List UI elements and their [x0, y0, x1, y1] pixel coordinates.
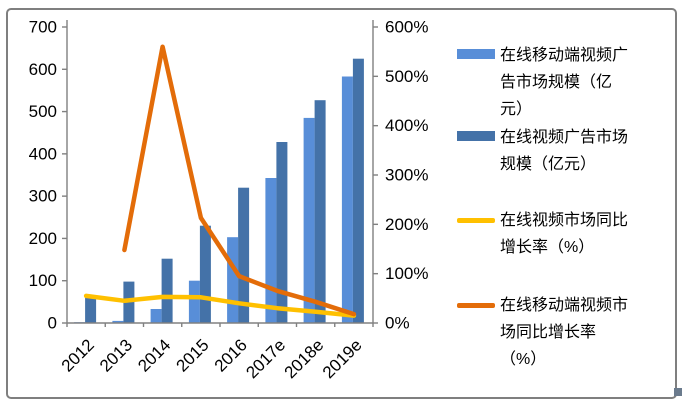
- legend-item-mobile-video-ad-market: 在线移动端视频广告市场规模（亿元）: [450, 42, 672, 123]
- legend-swatch-dark-blue-bar: [457, 131, 495, 141]
- legend-label: 在线移动端视频广告市场规模（亿元）: [500, 47, 629, 118]
- bar: [199, 225, 211, 323]
- y-left-tick-label: 700: [29, 18, 57, 37]
- x-tick-label: 2018e: [281, 335, 328, 382]
- bar: [341, 76, 353, 323]
- bar: [303, 117, 315, 324]
- y-left-tick-label: 600: [29, 60, 57, 79]
- legend-label: 在线移动端视频市场同比增长率（%）: [500, 297, 629, 368]
- bar: [314, 100, 326, 323]
- x-tick-label: 2012: [58, 335, 98, 375]
- bar: [85, 295, 97, 323]
- x-tick-label: 2014: [134, 335, 174, 375]
- y-left-tick-label: 500: [29, 102, 57, 121]
- y-right-tick-label: 400%: [385, 116, 428, 135]
- bar: [161, 258, 173, 323]
- legend-item-online-video-ad-market: 在线视频广告市场规模（亿元）: [450, 124, 672, 178]
- legend-item-online-video-growth-rate: 在线视频市场同比增长率（%）: [450, 207, 672, 261]
- bar: [112, 320, 124, 323]
- y-right-tick-label: 100%: [385, 264, 428, 283]
- x-tick-label: 2013: [96, 335, 136, 375]
- legend-swatch-orange-line: [457, 303, 495, 308]
- bar: [188, 280, 200, 323]
- bar: [238, 187, 250, 323]
- y-right-tick-label: 0%: [385, 314, 410, 333]
- y-right-tick-label: 300%: [385, 166, 428, 185]
- line-series-1: [122, 44, 357, 317]
- y-left-tick-label: 300: [29, 187, 57, 206]
- y-right-tick-label: 600%: [385, 18, 428, 37]
- chart-plot-area: 0 100 200 300 400 500 600 700 0% 100% 200% 300% 400%…: [29, 18, 429, 383]
- y-left-tick-label: 200: [29, 229, 57, 248]
- chart-legend: 在线移动端视频广告市场规模（亿元） 在线视频广告市场规模（亿元） 在线视频市场同…: [450, 0, 678, 410]
- bar: [150, 309, 162, 323]
- right-axis-labels: 0% 100% 200% 300% 400% 500% 600%: [385, 18, 428, 333]
- legend-swatch-light-blue-bar: [457, 49, 495, 59]
- legend-label: 在线视频市场同比增长率（%）: [500, 212, 629, 256]
- watermark-fragment: [674, 388, 682, 396]
- bar: [352, 58, 364, 323]
- bar: [265, 178, 277, 323]
- legend-swatch-yellow-line: [457, 218, 495, 223]
- bar: [276, 142, 288, 323]
- y-left-tick-label: 100: [29, 271, 57, 290]
- x-tick-label: 2019e: [319, 335, 366, 382]
- x-tick-label: 2015: [173, 335, 213, 375]
- axes: [62, 20, 378, 327]
- y-right-tick-label: 500%: [385, 67, 428, 86]
- bar: [227, 237, 239, 323]
- bar-series-0: [74, 76, 353, 324]
- line-series-0: [83, 293, 357, 318]
- legend-label: 在线视频广告市场规模（亿元）: [500, 129, 629, 173]
- y-left-tick-label: 400: [29, 144, 57, 163]
- bar-series-1: [85, 58, 364, 323]
- x-tick-label: 2017e: [242, 335, 289, 382]
- legend-item-mobile-video-growth-rate: 在线移动端视频市场同比增长率（%）: [450, 292, 672, 373]
- left-axis-labels: 0 100 200 300 400 500 600 700: [29, 18, 57, 333]
- y-left-tick-label: 0: [48, 314, 57, 333]
- y-right-tick-label: 200%: [385, 215, 428, 234]
